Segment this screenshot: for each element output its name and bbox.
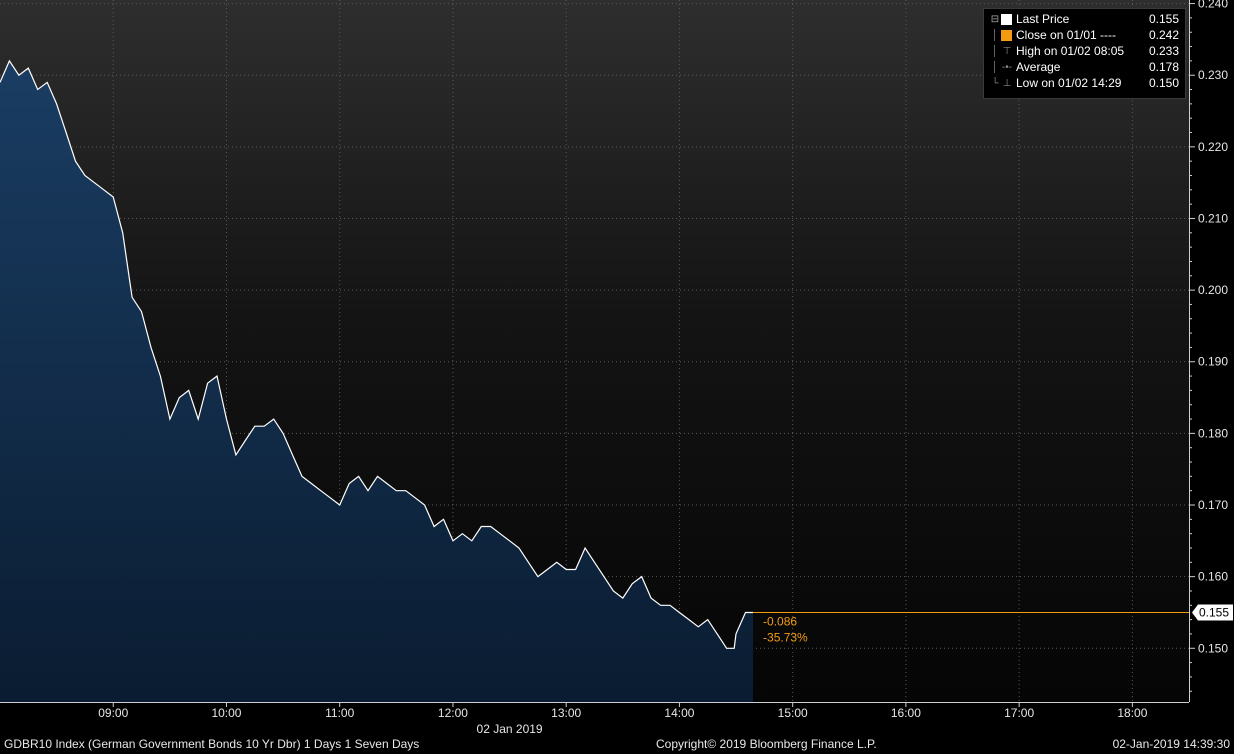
last-price-badge: 0.155	[1192, 604, 1233, 621]
x-tick-label: 15:00	[778, 706, 808, 720]
x-tick-label: 11:00	[325, 706, 354, 720]
orange-square-icon	[1001, 30, 1012, 41]
x-tick-label: 13:00	[551, 706, 581, 720]
tree-line-icon: │	[991, 46, 999, 57]
axes: 0.150 0.160 0.170 0.180 0.190 0.200 0.210 0.220…	[0, 0, 1233, 736]
x-tick-label: 14:00	[664, 706, 694, 720]
white-square-icon	[1001, 14, 1012, 25]
change-abs-label: -0.086	[763, 614, 797, 628]
collapse-icon[interactable]: ⊟	[990, 14, 1000, 25]
legend-value: 0.233	[1148, 44, 1179, 58]
y-tick-label: 0.150	[1198, 641, 1228, 655]
x-tick-label: 09:00	[98, 706, 128, 720]
legend-value: 0.178	[1148, 60, 1179, 74]
x-axis-date-label: 02 Jan 2019	[477, 722, 543, 736]
legend-value: 0.155	[1148, 12, 1179, 26]
tree-line-icon: └	[991, 78, 999, 89]
legend: ⊟ Last Price 0.155 │ Close on 01/01 ----…	[983, 8, 1186, 99]
legend-high: │ ⊤ High on 01/02 08:05 0.233	[984, 44, 1185, 60]
legend-last-price: ⊟ Last Price 0.155	[984, 12, 1185, 28]
legend-label: High on 01/02 08:05	[1016, 44, 1125, 58]
last-price-badge-label: 0.155	[1199, 605, 1229, 619]
footer-security: GDBR10 Index (German Government Bonds 10…	[4, 737, 420, 751]
footer-timestamp: 02-Jan-2019 14:39:30	[1112, 737, 1230, 751]
y-tick-label: 0.220	[1198, 140, 1228, 154]
last-price-badge-bg	[1192, 604, 1233, 621]
legend-value: 0.242	[1148, 28, 1179, 42]
legend-average: │ -•- Average 0.178	[984, 60, 1185, 76]
marks: -0.086 -35.73%	[0, 59, 1189, 649]
y-tick-label: 0.170	[1198, 498, 1228, 512]
y-tick-label: 0.200	[1198, 283, 1228, 297]
x-tick-label: 10:00	[211, 706, 241, 720]
legend-label: Last Price	[1016, 12, 1070, 26]
legend-label: Close on 01/01 ----	[1016, 28, 1117, 42]
x-tick-label: 12:00	[438, 706, 468, 720]
series-line-last-price	[0, 59, 753, 649]
y-tick-label: 0.160	[1198, 570, 1228, 584]
series-area	[0, 60, 753, 702]
x-tick-label: 16:00	[891, 706, 921, 720]
change-pct-label: -35.73%	[763, 630, 808, 644]
tree-line-icon: │	[991, 62, 999, 73]
area-layer	[0, 60, 753, 702]
legend-close: │ Close on 01/01 ---- 0.242	[984, 28, 1185, 44]
x-tick-label: 18:00	[1117, 706, 1147, 720]
y-tick-label: 0.230	[1198, 68, 1228, 82]
legend-label: Low on 01/02 14:29	[1016, 76, 1122, 90]
y-tick-label: 0.180	[1198, 426, 1228, 440]
legend-label: Average	[1016, 60, 1061, 74]
average-marker-icon: -•-	[1001, 62, 1013, 73]
high-marker-icon: ⊤	[1002, 46, 1012, 57]
x-tick-label: 17:00	[1004, 706, 1034, 720]
legend-value: 0.150	[1148, 76, 1179, 90]
y-tick-label: 0.210	[1198, 211, 1228, 225]
y-tick-label: 0.190	[1198, 355, 1228, 369]
legend-low: └ ⊥ Low on 01/02 14:29 0.150	[984, 76, 1185, 92]
tree-line-icon: │	[991, 30, 999, 41]
y-tick-label: 0.240	[1198, 0, 1228, 11]
footer-copyright: Copyright© 2019 Bloomberg Finance L.P.	[656, 737, 877, 751]
low-marker-icon: ⊥	[1002, 78, 1012, 89]
